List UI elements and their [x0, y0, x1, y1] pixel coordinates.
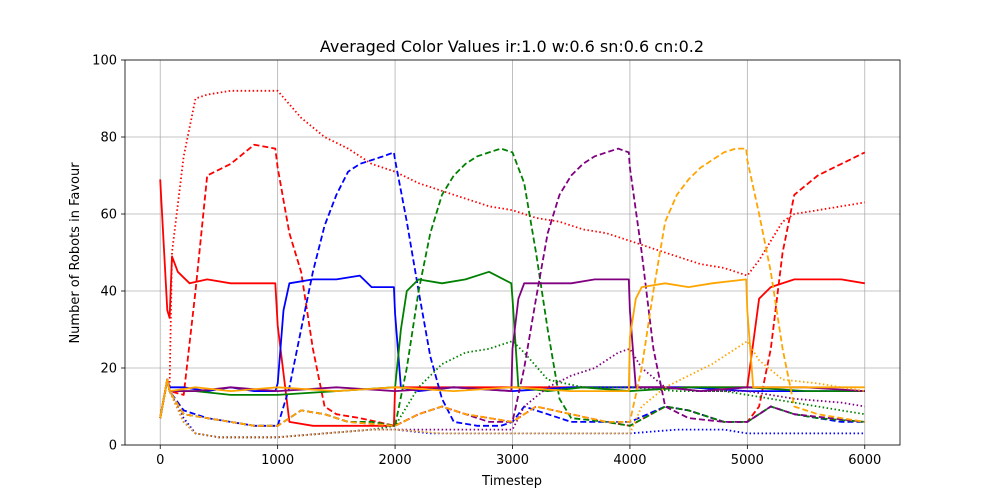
chart-title: Averaged Color Values ir:1.0 w:0.6 sn:0.… — [320, 37, 704, 56]
y-tick-label: 60 — [100, 208, 117, 223]
x-axis-label: Timestep — [481, 474, 542, 489]
series-lines — [159, 89, 866, 439]
series-line-orange-dotted — [159, 340, 865, 439]
y-tick-label: 0 — [109, 439, 117, 454]
y-tick-label: 40 — [100, 285, 117, 300]
x-tick-label: 4000 — [613, 453, 646, 468]
axis-ticks: 0 1000 2000 3000 4000 5000 6000 0 20 40 60 80 100 — [92, 54, 881, 469]
x-tick-label: 2000 — [379, 453, 412, 468]
series-line-red-solid — [159, 179, 865, 427]
x-tick-label: 3000 — [496, 453, 529, 468]
series-line-orange-dashed — [159, 147, 865, 427]
series-line-blue-dotted — [159, 378, 865, 439]
x-tick-label: 6000 — [848, 453, 881, 468]
x-tick-label: 5000 — [731, 453, 764, 468]
y-axis-label: Number of Robots in Favour — [68, 162, 83, 344]
series-line-orange-solid — [159, 278, 865, 419]
series-line-green-solid — [159, 270, 865, 419]
x-tick-label: 0 — [156, 453, 164, 468]
x-tick-label: 1000 — [261, 453, 294, 468]
y-tick-label: 80 — [100, 131, 117, 146]
y-tick-label: 100 — [92, 54, 117, 69]
y-tick-label: 20 — [100, 362, 117, 377]
